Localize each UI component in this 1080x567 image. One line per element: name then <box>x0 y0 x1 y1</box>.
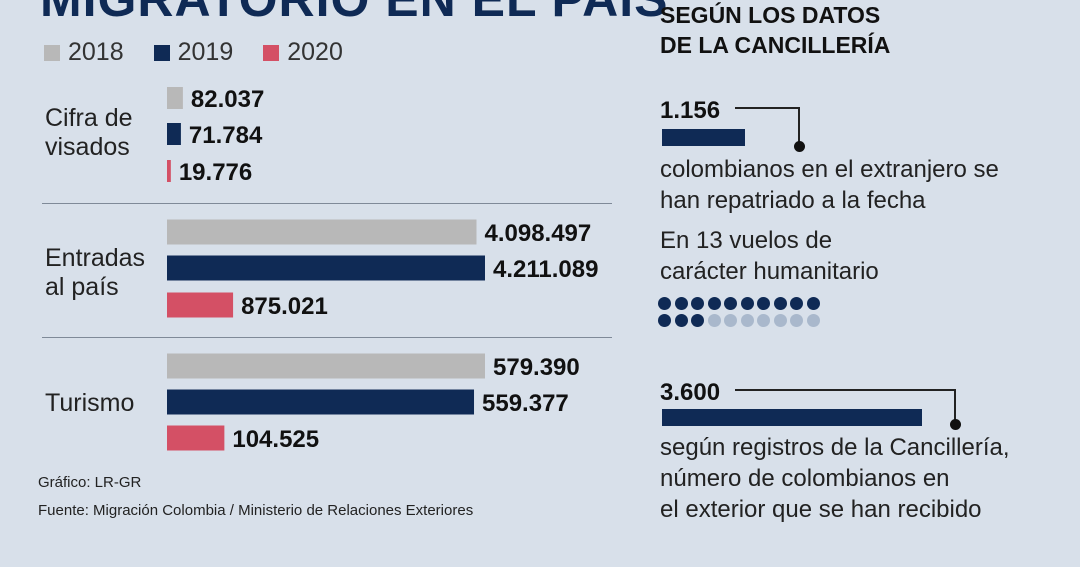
category-label-visados: Cifra de visados <box>45 104 133 161</box>
flight-dot-filled <box>724 297 737 310</box>
data-label-2020-group-0: 19.776 <box>179 159 252 186</box>
group-separator <box>42 203 612 204</box>
flight-dot-empty <box>740 314 754 327</box>
flight-dot-empty <box>724 314 737 327</box>
legend-label-2018: 2018 <box>68 38 124 66</box>
legend-item-2019: 2019 <box>153 38 234 67</box>
flight-dot-filled <box>806 297 820 310</box>
credit-text: Gráfico: LR-GR <box>38 474 142 491</box>
flight-dot-filled <box>674 314 688 327</box>
data-label-2020-group-1: 875.021 <box>241 293 328 320</box>
flight-dot-empty <box>773 314 787 327</box>
data-label-2019-group-1: 4.211.089 <box>493 256 598 283</box>
connector-line <box>735 389 955 391</box>
flight-dot-filled <box>674 297 688 310</box>
legend-label-2020: 2020 <box>287 38 343 66</box>
flight-dot-filled <box>658 297 671 310</box>
category-label-turismo: Turismo <box>45 389 135 417</box>
data-label-2018-group-1: 4.098.497 <box>484 220 591 247</box>
flight-dot-filled <box>790 297 803 310</box>
connector-line <box>954 389 956 423</box>
connector-dot <box>950 419 961 430</box>
data-label-2019-group-2: 559.377 <box>482 390 569 417</box>
flight-dot-filled <box>757 297 770 310</box>
legend-item-2018: 2018 <box>44 38 124 67</box>
legend: 2018 2019 2020 <box>44 38 343 67</box>
flights-text: En 13 vuelos de carácter humanitario <box>660 227 879 285</box>
connector-line <box>735 107 799 109</box>
legend-swatch-2019 <box>153 44 170 61</box>
bar-2020-group-2 <box>167 425 225 451</box>
legend-item-2020: 2020 <box>263 38 343 67</box>
bar-2018-group-1 <box>167 219 477 245</box>
repatriated-text: colombianos en el extranjero se han repa… <box>660 156 999 214</box>
bar-2020-group-1 <box>167 292 234 318</box>
data-label-2018-group-2: 579.390 <box>493 354 580 381</box>
connector-dot <box>794 141 805 152</box>
flight-dots <box>658 297 823 327</box>
bar-2019-group-2 <box>167 389 475 415</box>
received-value: 3.600 <box>660 379 721 406</box>
chart-title: MIGRATORIO EN EL PAÍS <box>40 0 668 28</box>
legend-swatch-2020 <box>263 44 280 61</box>
flight-dot-empty <box>806 314 820 327</box>
flight-dot-empty <box>757 314 770 327</box>
group-separator <box>42 337 612 338</box>
legend-label-2019: 2019 <box>177 38 234 66</box>
flight-dot-filled <box>658 314 671 327</box>
received-text: según registros de la Cancillería, númer… <box>660 434 1010 523</box>
flight-dot-filled <box>707 297 721 310</box>
repatriated-value: 1.156 <box>660 97 721 124</box>
bar-2019-group-0 <box>167 123 181 145</box>
data-label-2018-group-0: 82.037 <box>191 86 264 113</box>
bar-2020-group-0 <box>167 160 171 182</box>
bar-2018-group-2 <box>167 353 485 379</box>
bar-chart: 82.037 71.784 19.776 4.098.497 4.211.089 875.… <box>167 86 598 453</box>
flight-dot-filled <box>773 297 787 310</box>
connector-line <box>798 107 800 145</box>
right-panel-title: SEGÚN LOS DATOS DE LA CANCILLERÍA <box>660 2 891 58</box>
legend-swatch-2018 <box>44 44 60 61</box>
flight-dot-filled <box>740 297 754 310</box>
source-text: Fuente: Migración Colombia / Ministerio … <box>38 502 474 519</box>
data-label-2019-group-0: 71.784 <box>189 122 263 149</box>
received-bar <box>662 409 922 426</box>
flight-dot-empty <box>790 314 803 327</box>
repatriated-bar <box>662 129 746 146</box>
flight-dot-filled <box>691 314 704 327</box>
category-label-entradas: Entradas al país <box>45 244 146 301</box>
flight-dot-filled <box>691 297 704 310</box>
bar-2019-group-1 <box>167 255 485 281</box>
data-label-2020-group-2: 104.525 <box>232 426 319 453</box>
bar-2018-group-0 <box>167 87 183 109</box>
flight-dot-empty <box>707 314 721 327</box>
